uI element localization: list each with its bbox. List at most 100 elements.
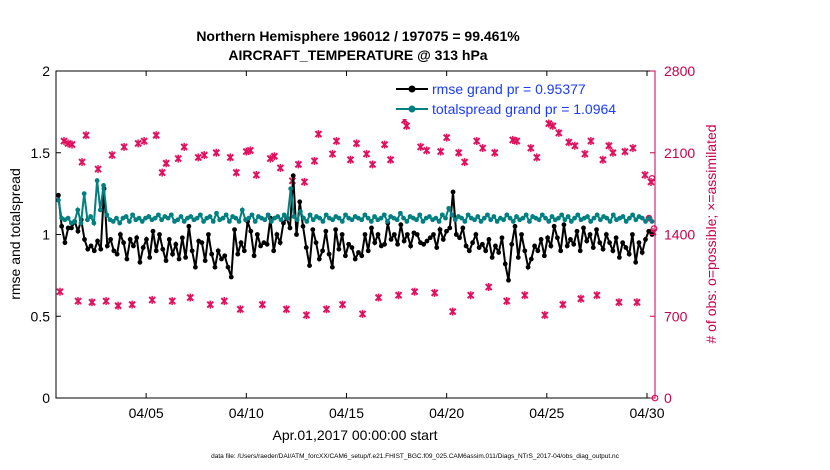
chart-title: Northern Hemisphere 196012 / 197075 = 99…	[196, 28, 520, 44]
obs-assimilated-marker	[454, 148, 463, 157]
rmse-point	[264, 241, 270, 247]
totalspread-point	[336, 215, 342, 221]
rmse-point	[437, 227, 443, 232]
rmse-point	[294, 232, 299, 237]
rmse-point	[59, 223, 65, 229]
rmse-point	[545, 235, 551, 241]
obs-assimilated-marker	[581, 149, 589, 158]
totalspread-point	[459, 215, 465, 221]
rmse-point	[82, 237, 87, 242]
totalspread-point	[565, 214, 571, 219]
rmse-point	[558, 248, 564, 254]
totalspread-point	[249, 212, 255, 218]
obs-assimilated-marker	[200, 151, 208, 160]
obs-assimilated-marker	[380, 140, 389, 149]
obs-assimilated-marker	[479, 144, 487, 153]
rmse-point	[600, 246, 606, 252]
totalspread-point	[368, 219, 374, 224]
totalspread-point	[627, 215, 632, 221]
obs-assimilated-marker	[549, 121, 557, 130]
totalspread-point	[72, 219, 77, 224]
obs-assimilated-marker	[491, 148, 499, 157]
rmse-point	[228, 274, 234, 280]
totalspread-point	[323, 212, 329, 218]
obs-assimilated-marker	[180, 142, 188, 151]
y2-tick-label: 2800	[664, 63, 695, 79]
obs-assimilated-marker	[513, 137, 521, 146]
totalspread-point	[462, 219, 468, 224]
totalspread-point	[152, 215, 158, 221]
rmse-point	[238, 240, 244, 246]
rmse-point	[427, 235, 433, 241]
obs-assimilated-marker	[246, 146, 255, 155]
rmse-point	[470, 240, 476, 246]
rmse-point	[134, 235, 140, 241]
obs-assimilated-marker	[352, 139, 361, 148]
obs-assimilated-marker	[587, 137, 595, 146]
totalspread-point	[349, 217, 355, 223]
obs-assimilated-marker	[338, 300, 347, 309]
obs-assimilated-marker	[236, 305, 245, 314]
obs-assimilated-marker	[599, 155, 607, 164]
x-tick-label: 04/05	[129, 405, 164, 421]
rmse-point	[352, 256, 358, 262]
rmse-line	[57, 175, 653, 281]
totalspread-point	[501, 217, 506, 223]
rmse-point	[323, 228, 329, 234]
rmse-point	[496, 250, 502, 255]
rmse-point	[258, 243, 264, 249]
totalspread-point	[236, 219, 242, 224]
obs-assimilated-marker	[565, 138, 573, 147]
rmse-point	[329, 264, 335, 270]
obs-assimilated-marker	[226, 153, 234, 162]
rmse-point	[199, 240, 205, 246]
totalspread-point	[262, 217, 268, 223]
rmse-point	[515, 254, 521, 260]
rmse-point	[163, 258, 169, 264]
rmse-point	[56, 192, 61, 198]
rmse-point	[623, 245, 629, 250]
totalspread-point	[381, 212, 387, 218]
totalspread-point	[297, 209, 303, 215]
rmse-point	[349, 245, 355, 250]
rmse-point	[91, 248, 97, 254]
totalspread-point	[623, 219, 629, 224]
totalspread-point	[546, 219, 552, 224]
obs-assimilated-marker	[174, 154, 182, 163]
rmse-point	[117, 232, 123, 237]
totalspread-point	[252, 219, 258, 224]
rmse-point	[466, 248, 472, 254]
rmse-point	[457, 235, 462, 241]
totalspread-point	[281, 212, 287, 218]
totalspread-point	[156, 212, 161, 218]
totalspread-point	[320, 219, 326, 224]
totalspread-point	[607, 219, 613, 224]
totalspread-point	[426, 214, 432, 219]
rmse-point	[183, 254, 189, 260]
rmse-point	[561, 222, 567, 228]
y2-tick-label: 2100	[664, 145, 695, 161]
rmse-point	[519, 232, 524, 237]
rmse-point	[408, 243, 414, 249]
obs-possible-marker	[650, 225, 658, 233]
totalspread-point	[91, 220, 97, 226]
rmse-point	[160, 246, 166, 252]
rmse-point	[124, 256, 130, 262]
totalspread-point	[75, 207, 81, 213]
obs-assimilated-marker	[82, 131, 90, 140]
chart-subtitle: AIRCRAFT_TEMPERATURE @ 313 hPa	[228, 47, 487, 63]
totalspread-point	[178, 214, 184, 219]
rmse-point	[525, 264, 531, 270]
totalspread-point	[81, 191, 87, 197]
totalspread-point	[572, 215, 577, 221]
obs-assimilated-marker	[328, 149, 337, 158]
obs-assimilated-marker	[641, 170, 649, 179]
totalspread-point	[414, 217, 419, 223]
obs-assimilated-marker	[212, 148, 220, 157]
totalspread-point	[226, 219, 232, 224]
rmse-point	[532, 243, 537, 249]
totalspread-point	[56, 197, 61, 203]
rmse-point	[630, 232, 635, 237]
rmse-point	[98, 246, 104, 252]
obs-assimilated-marker	[533, 153, 541, 162]
